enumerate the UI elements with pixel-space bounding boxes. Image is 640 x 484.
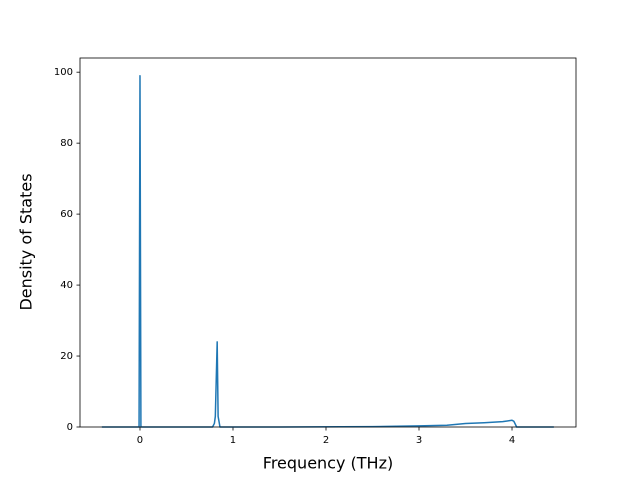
x-tick-label: 4 xyxy=(509,435,515,446)
y-tick-label: 60 xyxy=(60,209,73,220)
x-axis-label: Frequency (THz) xyxy=(263,454,393,473)
y-tick-label: 20 xyxy=(60,351,73,362)
y-tick-label: 100 xyxy=(54,67,73,78)
x-tick-label: 3 xyxy=(416,435,422,446)
y-tick-label: 40 xyxy=(60,280,73,291)
y-tick-label: 80 xyxy=(60,138,73,149)
x-tick-label: 2 xyxy=(323,435,329,446)
axes-frame xyxy=(79,57,577,428)
y-tick-label: 0 xyxy=(67,422,73,433)
x-tick-label: 1 xyxy=(230,435,236,446)
x-tick-label: 0 xyxy=(137,435,143,446)
y-axis-label: Density of States xyxy=(17,173,36,310)
